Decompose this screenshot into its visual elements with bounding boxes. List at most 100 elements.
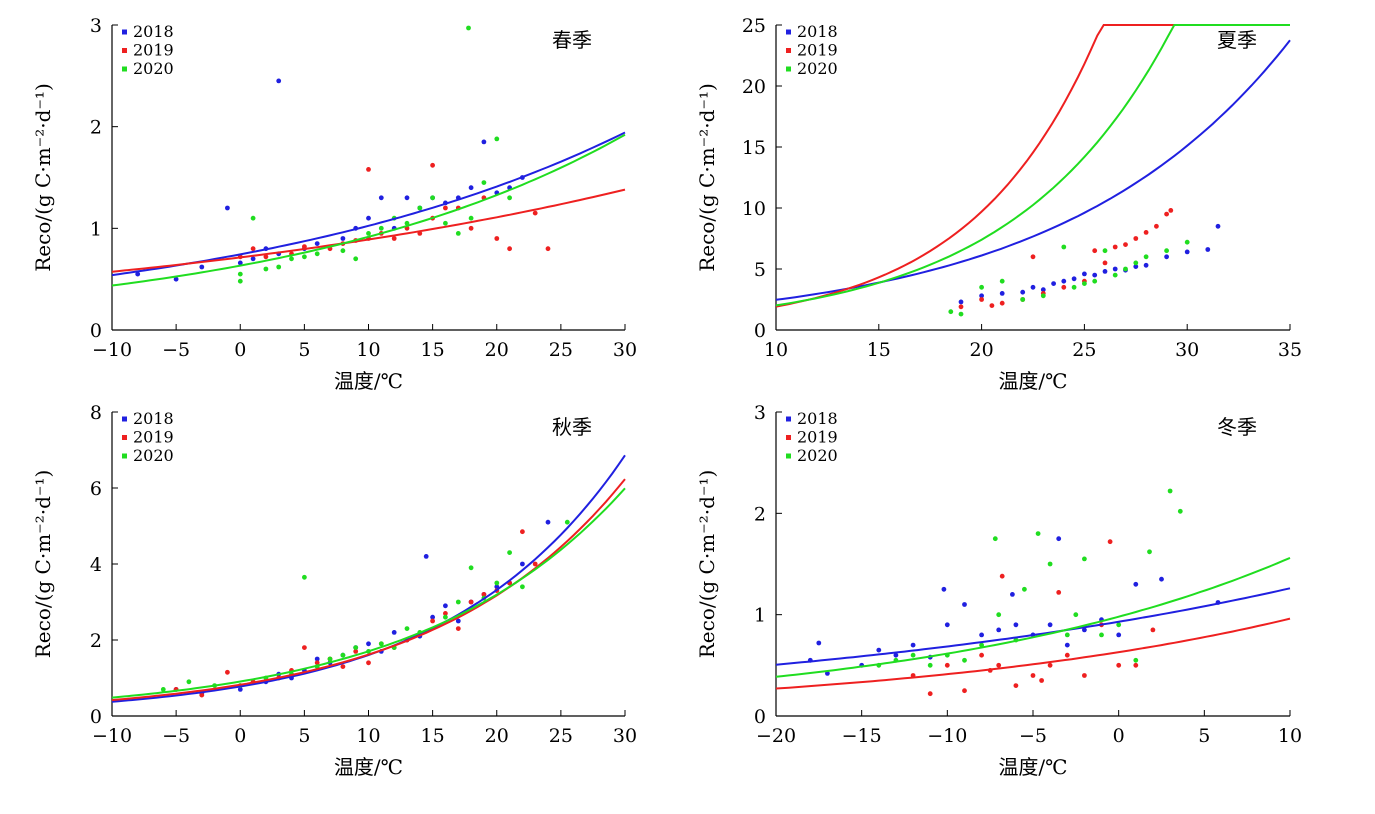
data-point-2020: [366, 231, 371, 236]
data-point-2020: [237, 271, 243, 277]
y-tick-label: 4: [90, 554, 102, 576]
legend-label-2018: 2018: [797, 22, 838, 41]
legend-label-2018: 2018: [133, 409, 174, 428]
data-point-2020: [1082, 556, 1087, 562]
data-point-2020: [1164, 248, 1169, 254]
data-point-2019: [989, 303, 995, 308]
data-point-2019: [1061, 284, 1067, 290]
data-point-2020: [481, 180, 487, 186]
legend-label-2019: 2019: [133, 428, 174, 447]
fit-curve-2019: [111, 188, 626, 273]
data-point-2018: [237, 687, 243, 692]
legend-label-2019: 2019: [797, 41, 838, 60]
fit-curve-2019: [775, 617, 1291, 690]
data-point-2019: [999, 573, 1005, 579]
data-point-2018: [958, 299, 964, 305]
data-point-2019: [199, 692, 205, 698]
data-point-2020: [962, 657, 967, 663]
data-point-2020: [927, 662, 933, 668]
data-point-2019: [443, 611, 448, 616]
fit-curve-2020: [775, 556, 1291, 678]
data-point-2018: [314, 241, 320, 247]
data-point-2019: [1143, 230, 1149, 235]
data-point-2019: [962, 688, 967, 694]
season-label: 春季: [552, 28, 592, 52]
legend-marker-2020: [786, 453, 791, 459]
x-tick-label: −10: [927, 725, 967, 747]
data-point-2018: [999, 291, 1005, 296]
y-tick-label: 3: [754, 402, 766, 424]
data-point-2018: [893, 652, 899, 658]
data-point-2018: [250, 256, 256, 262]
data-point-2018: [1143, 262, 1149, 268]
data-point-2018: [825, 671, 830, 676]
data-point-2020: [1133, 260, 1139, 266]
data-point-2019: [1030, 254, 1036, 260]
data-point-2020: [417, 205, 423, 211]
data-point-2018: [199, 264, 205, 270]
x-tick-label: 10: [356, 725, 380, 747]
data-point-2019: [1150, 627, 1156, 633]
data-point-2019: [545, 246, 551, 252]
data-point-2020: [186, 679, 192, 685]
data-point-2020: [1123, 266, 1128, 272]
data-point-2019: [340, 664, 346, 669]
data-point-2020: [263, 266, 269, 272]
data-point-2019: [455, 626, 461, 631]
legend-marker-2018: [786, 416, 791, 422]
data-point-2019: [1030, 673, 1036, 678]
data-point-2018: [443, 603, 448, 609]
data-point-2019: [353, 649, 359, 654]
data-point-2018: [1064, 642, 1070, 648]
data-point-2018: [1215, 223, 1221, 229]
data-point-2018: [876, 647, 882, 653]
data-point-2020: [958, 311, 964, 317]
data-point-2020: [302, 574, 307, 580]
data-point-2019: [494, 236, 500, 241]
data-point-2018: [1116, 632, 1122, 638]
y-tick-label: 20: [742, 76, 766, 98]
x-tick-label: 0: [1113, 725, 1125, 747]
legend-label-2018: 2018: [133, 22, 174, 41]
data-point-2020: [494, 136, 500, 142]
data-point-2020: [353, 256, 359, 262]
data-point-2018: [468, 185, 474, 191]
legend-marker-2020: [122, 453, 127, 459]
data-point-2020: [443, 614, 448, 620]
data-point-2018: [1047, 622, 1053, 628]
data-point-2019: [302, 244, 307, 250]
fit-curve-2020: [111, 487, 626, 699]
legend-label-2020: 2020: [133, 59, 174, 78]
data-point-2020: [494, 580, 500, 586]
fit-curve-2019: [111, 478, 626, 702]
data-point-2020: [1040, 293, 1046, 299]
data-point-2018: [314, 656, 320, 662]
data-point-2020: [404, 626, 410, 631]
y-tick-label: 15: [742, 137, 766, 159]
data-point-2018: [1051, 281, 1056, 286]
data-point-2019: [532, 210, 538, 216]
x-tick-label: 5: [298, 725, 310, 747]
data-point-2019: [999, 300, 1005, 306]
data-point-2018: [962, 602, 967, 607]
data-point-2020: [327, 656, 333, 662]
x-tick-label: −10: [92, 339, 132, 361]
data-point-2020: [468, 215, 474, 221]
legend-label-2020: 2020: [797, 59, 838, 78]
x-tick-label: 20: [485, 725, 509, 747]
data-point-2018: [276, 78, 282, 84]
data-point-2018: [423, 554, 429, 559]
chart-panel-1: −10 −5 0 5 10 15 20 25 30 0 1 2 3 温度/℃ Reco/(g C·m⁻²·d…: [31, 15, 637, 393]
x-tick-label: 10: [1278, 725, 1302, 747]
data-point-2020: [302, 254, 307, 260]
y-tick-label: 0: [90, 706, 102, 728]
x-tick-label: 0: [234, 725, 246, 747]
data-point-2018: [237, 260, 243, 266]
data-point-2018: [1133, 264, 1139, 269]
data-point-2018: [391, 630, 397, 635]
data-point-2018: [1164, 254, 1169, 260]
fit-curve-2018: [775, 587, 1291, 666]
x-tick-label: −10: [92, 725, 132, 747]
data-point-2019: [1116, 662, 1122, 668]
